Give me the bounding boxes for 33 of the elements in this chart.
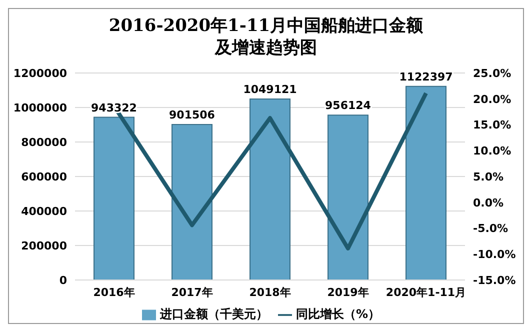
y2-tick-label: 5.0% (473, 170, 504, 184)
y2-tick-label: 0.0% (473, 196, 504, 210)
chart-title: 2016-2020年1-11月中国船舶进口金额及增速趋势图 (108, 15, 424, 59)
y2-tick-label: -10.0% (473, 248, 516, 262)
x-tick-label: 2020年1-11月 (386, 286, 466, 299)
y2-tick-label: 10.0% (473, 144, 512, 158)
y-tick-label: 1000000 (13, 101, 68, 114)
text: 956124 (325, 99, 371, 112)
y2-tick-label: -5.0% (473, 222, 508, 236)
x-tick-label: 2017年 (171, 286, 213, 299)
y-tick-label: 1200000 (13, 66, 68, 80)
bar (250, 98, 290, 280)
x-tick-label: 2018年 (249, 286, 291, 299)
y2-tick-label: 15.0% (473, 118, 512, 132)
y2-tick-label: 20.0% (473, 92, 512, 106)
y-tick-label: 400000 (21, 204, 68, 218)
y-tick-label: 200000 (21, 239, 68, 252)
text: 901506 (169, 108, 215, 122)
y2-tick-label: -15.0% (473, 274, 516, 287)
bar (406, 86, 446, 280)
text: 1122397 (399, 70, 453, 84)
x-tick-label: 2016年 (93, 286, 135, 299)
bar (328, 114, 368, 280)
x-tick-label: 2019年 (327, 286, 369, 299)
y-tick-label: 800000 (21, 136, 68, 149)
legend-label: 同比增长（%） (296, 307, 380, 321)
y-tick-label: 600000 (21, 170, 68, 184)
bar (172, 124, 212, 280)
bar (94, 116, 134, 280)
text: 1049121 (243, 83, 297, 96)
legend-label: 进口金额（千美元） (160, 307, 268, 321)
y-tick-label: 0 (59, 274, 68, 287)
y2-tick-label: 25.0% (473, 66, 512, 80)
